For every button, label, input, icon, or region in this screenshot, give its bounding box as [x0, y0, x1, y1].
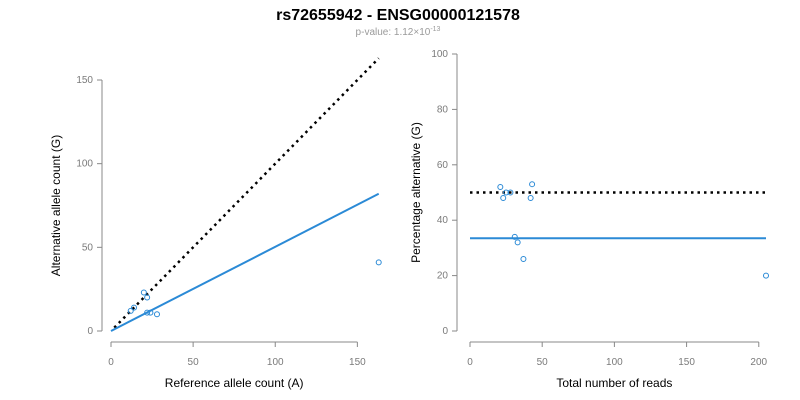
- y-tick-label: 40: [437, 215, 449, 226]
- y-tick-label: 60: [437, 160, 449, 171]
- data-point: [147, 309, 154, 316]
- y-tick-label: 0: [87, 326, 93, 337]
- data-point: [503, 189, 510, 196]
- x-tick-label: 100: [267, 357, 284, 368]
- x-tick-label: 0: [108, 357, 114, 368]
- p-value-label: p-value: 1.12×10: [356, 27, 431, 38]
- data-point: [520, 255, 527, 262]
- data-point: [130, 304, 137, 311]
- data-point: [507, 189, 514, 196]
- left-scatter-panel: Reference allele count (A) Alternative a…: [49, 57, 382, 390]
- y-axis-label: Alternative allele count (G): [49, 135, 63, 276]
- chart-subtitle: p-value: 1.12×10-13: [356, 26, 441, 38]
- p-value-exponent: -13: [430, 26, 440, 33]
- y-tick-label: 50: [82, 242, 94, 253]
- data-point: [144, 294, 151, 301]
- data-point: [153, 311, 160, 318]
- data-point: [511, 233, 518, 240]
- y-tick-label: 20: [437, 271, 449, 282]
- x-tick-label: 50: [537, 357, 549, 368]
- x-tick-label: 200: [750, 357, 767, 368]
- x-tick-label: 0: [467, 357, 473, 368]
- fit-line: [110, 192, 380, 332]
- data-point: [529, 181, 536, 188]
- y-axis-label: Percentage alternative (G): [409, 122, 423, 263]
- data-point: [500, 195, 507, 202]
- y-tick-label: 0: [442, 326, 448, 337]
- right-scatter-panel: Total number of reads Percentage alterna…: [409, 49, 769, 390]
- x-tick-label: 100: [606, 357, 623, 368]
- x-axis-label: Total number of reads: [556, 376, 672, 390]
- y-tick-label: 80: [437, 104, 449, 115]
- y-tick-label: 100: [76, 159, 93, 170]
- x-tick-label: 150: [678, 357, 695, 368]
- x-axis-label: Reference allele count (A): [165, 376, 304, 390]
- data-point: [527, 195, 534, 202]
- data-point: [514, 239, 521, 246]
- data-point: [140, 289, 147, 296]
- y-tick-label: 100: [431, 49, 448, 60]
- y-tick-label: 150: [76, 75, 93, 86]
- x-tick-label: 150: [349, 357, 366, 368]
- data-point: [127, 307, 134, 314]
- data-point: [763, 272, 769, 279]
- reference-line: [113, 57, 380, 329]
- data-point: [144, 309, 151, 316]
- x-tick-label: 50: [188, 357, 200, 368]
- chart-title: rs72655942 - ENSG00000121578: [276, 7, 520, 24]
- data-point: [375, 259, 382, 266]
- data-point: [497, 183, 504, 190]
